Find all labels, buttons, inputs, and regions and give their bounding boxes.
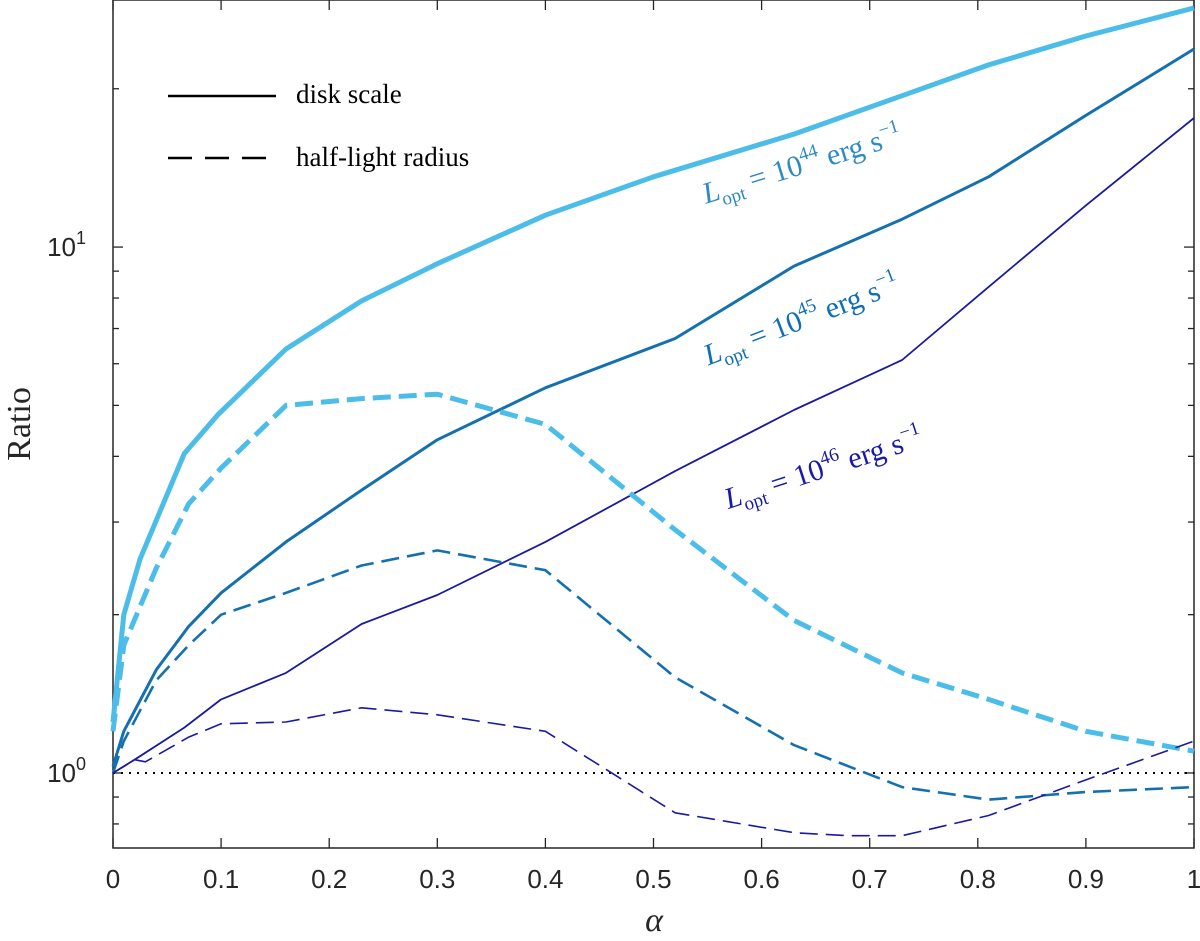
x-tick-label: 0.5 (635, 864, 671, 894)
y-tick-label: 100 (47, 754, 86, 788)
series-line-disk-scale-45 (111, 47, 1195, 767)
x-tick-label: 0.4 (527, 864, 563, 894)
series-line-half-light-radius-44 (110, 391, 1195, 754)
x-tick-label: 0.9 (1068, 864, 1104, 894)
x-tick-label: 0.2 (311, 864, 347, 894)
x-tick-label: 0.1 (203, 864, 239, 894)
series-line-disk-scale-44 (110, 5, 1195, 723)
axis-ticks: 0 0.1 0.2 0.3 0.4 0.5 0.6 0.7 0.8 0.9 1 100 101 (47, 0, 1200, 894)
x-tick-label: 0.8 (960, 864, 996, 894)
x-axis-title: α (645, 902, 664, 939)
series-line-disk-scale-46 (112, 117, 1195, 774)
x-tick-label: 0.3 (419, 864, 455, 894)
series-line-half-light-radius-46 (112, 706, 1195, 837)
plot-area (112, 0, 1195, 849)
y-tick-label: 101 (47, 228, 86, 262)
legend: disk scale half-light radius (168, 79, 469, 172)
x-tick-label: 0.6 (744, 864, 780, 894)
x-tick-label: 0.7 (852, 864, 888, 894)
x-tick-label: 0 (106, 864, 120, 894)
legend-label-disk-scale: disk scale (296, 79, 402, 109)
series-layer (110, 5, 1195, 837)
legend-label-half-light-radius: half-light radius (296, 142, 469, 172)
y-axis-title: Ratio (1, 387, 38, 461)
series-line-half-light-radius-45 (111, 549, 1195, 801)
x-tick-label: 1 (1187, 864, 1200, 894)
